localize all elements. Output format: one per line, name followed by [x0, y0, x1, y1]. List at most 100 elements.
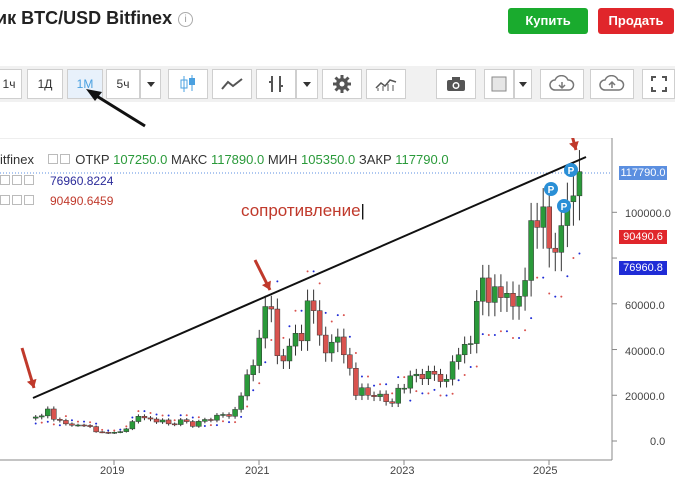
price-chart[interactable]: PPP: [0, 138, 675, 482]
candle-body: [45, 408, 51, 417]
x-tick-2025: 2025: [533, 465, 558, 477]
sar-dot: [530, 317, 533, 320]
candle-body: [196, 421, 202, 427]
pivot-marker: [544, 182, 558, 196]
sar-dot: [463, 374, 466, 377]
sar-dot: [536, 276, 539, 279]
candle-body: [232, 409, 238, 417]
sar-dot: [276, 280, 279, 283]
buy-button[interactable]: Купить: [508, 8, 588, 34]
sar-dot: [360, 375, 363, 378]
candle-body: [546, 206, 552, 249]
line-chart-icon[interactable]: [212, 69, 252, 99]
sar-dot: [493, 333, 496, 336]
timeframe-5h[interactable]: 5ч: [106, 69, 140, 99]
cloud-upload-icon[interactable]: [590, 69, 634, 99]
sar-dot: [64, 415, 67, 418]
candle-body: [208, 419, 214, 421]
gear-icon[interactable]: [322, 69, 362, 99]
candle-body: [347, 354, 353, 369]
sar-dot: [421, 392, 424, 395]
indicator-icon[interactable]: [256, 69, 296, 99]
title-text: ик BTC/USD Bitfinex: [0, 8, 173, 28]
sar-dot: [324, 311, 327, 314]
timeframe-1d[interactable]: 1Д: [27, 69, 63, 99]
ind2-eye-icon[interactable]: [0, 195, 10, 205]
y-tick-40000: 40000.0: [625, 346, 665, 358]
candle-body: [250, 365, 256, 375]
sar-dot: [228, 421, 231, 424]
candle-body: [528, 220, 534, 281]
y-tick-100000: 100000.0: [625, 208, 671, 220]
candle-body: [534, 220, 540, 228]
color-dropdown-icon[interactable]: [514, 69, 532, 99]
sar-dot: [101, 428, 104, 431]
sar-dot: [391, 392, 394, 395]
candle-body: [516, 295, 522, 307]
candle-body: [171, 423, 178, 426]
candle-body: [274, 308, 281, 356]
candle-body: [540, 206, 546, 228]
legend-eye-icon[interactable]: [47, 154, 58, 164]
sar-dot: [397, 376, 400, 379]
ind1-close-icon[interactable]: [24, 175, 34, 185]
sar-dot: [469, 365, 472, 368]
candlestick-icon[interactable]: [168, 69, 208, 99]
candle-body: [486, 277, 492, 303]
candle-body: [202, 419, 208, 422]
candle-body: [504, 293, 510, 298]
camera-icon[interactable]: [436, 69, 476, 99]
sar-dot: [149, 412, 152, 415]
x-tick-2021: 2021: [245, 465, 270, 477]
candle-body: [81, 424, 87, 427]
legend-settings-icon[interactable]: [59, 154, 70, 164]
compare-icon[interactable]: [366, 69, 406, 99]
candle-body: [310, 300, 317, 311]
low-value: 105350.0: [301, 152, 356, 167]
sar-dot: [113, 429, 116, 432]
candle-body: [322, 334, 329, 354]
sar-dot: [306, 270, 309, 273]
sar-dot: [40, 421, 43, 424]
ind1-eye-icon[interactable]: [0, 175, 10, 185]
sar-dot: [330, 320, 333, 323]
candle-body: [298, 333, 305, 342]
resistance-trendline: [32, 156, 587, 399]
close-value: 117790.0: [395, 152, 449, 167]
dropdown-icon[interactable]: [296, 69, 318, 99]
sar-dot: [409, 399, 412, 402]
timeframe-1h[interactable]: 1ч: [0, 69, 22, 99]
candle-body: [359, 387, 365, 396]
sar-dot: [542, 276, 545, 279]
timeframe-dropdown-icon[interactable]: [140, 69, 161, 99]
ind1-settings-icon[interactable]: [12, 175, 22, 185]
sar-dot: [252, 389, 255, 392]
candle-body: [135, 416, 142, 422]
sar-dot: [264, 361, 267, 364]
candle-body: [256, 337, 262, 366]
sar-dot: [221, 420, 224, 423]
candle-body: [570, 195, 577, 203]
sar-dot: [354, 352, 357, 355]
x-tick-2023: 2023: [390, 465, 415, 477]
cloud-download-icon[interactable]: [540, 69, 584, 99]
ind2-settings-icon[interactable]: [12, 195, 22, 205]
sar-dot: [70, 419, 73, 422]
color-box-icon[interactable]: [484, 69, 514, 99]
candle-body: [105, 432, 111, 434]
sar-dot: [427, 392, 430, 395]
close-label: ЗАКР: [358, 152, 392, 167]
sar-dot: [137, 410, 140, 413]
sell-button[interactable]: Продать: [598, 8, 674, 34]
info-icon[interactable]: i: [178, 12, 194, 27]
sar-dot: [76, 420, 79, 423]
ohlc-legend: itfinex ОТКР 107250.0 МАКС 117890.0 МИН …: [0, 152, 449, 167]
sar-dot: [288, 325, 291, 328]
candle-body: [51, 408, 57, 420]
candle-body: [341, 336, 347, 356]
candle-body: [480, 277, 486, 302]
ind2-close-icon[interactable]: [24, 195, 34, 205]
candle-body: [304, 300, 311, 342]
candle-body: [123, 428, 130, 432]
